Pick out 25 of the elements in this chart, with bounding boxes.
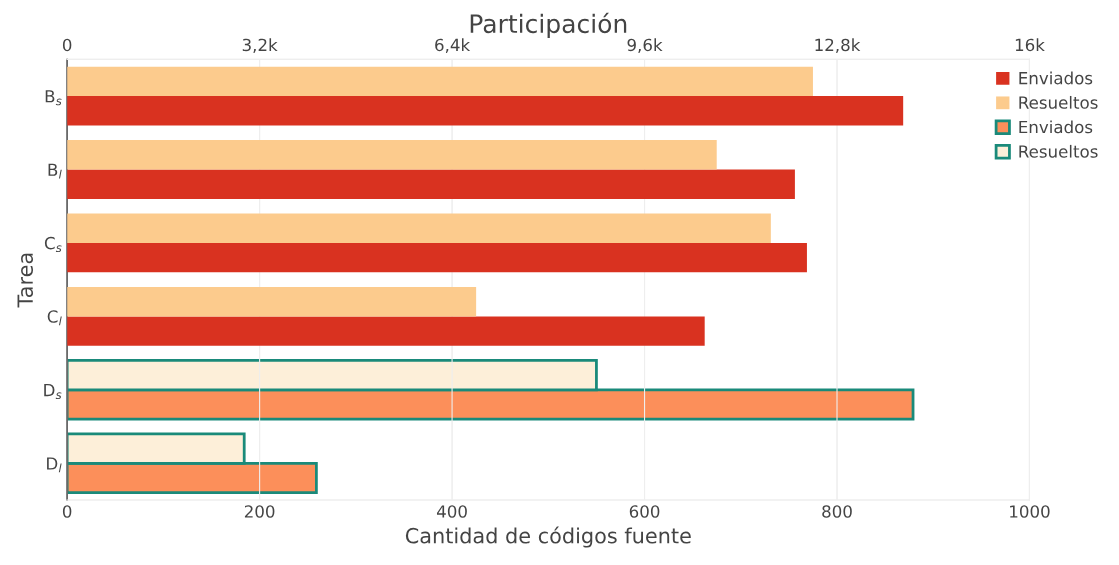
legend-label: Enviados xyxy=(1019,71,1093,85)
x2-axis-title: Participación xyxy=(470,12,627,38)
x-tick-label: 1000 xyxy=(1010,505,1050,518)
y-tick-label: B$_{s}$ xyxy=(45,90,62,106)
x-tick-label: 600 xyxy=(629,505,660,518)
y-tick-label: C$_{s}$ xyxy=(44,236,62,253)
y-tick-label: C$_{l}$ xyxy=(47,310,62,326)
x2-tick-label: 3,2k xyxy=(242,38,278,53)
x-tick-label: 800 xyxy=(822,505,852,518)
x2-tick-label: 16k xyxy=(1015,38,1045,52)
x-tick-label: 200 xyxy=(244,505,275,518)
x2-tick-label: 12,8k xyxy=(815,38,861,53)
x-tick-label: 0 xyxy=(62,505,72,518)
x-axis-title: Cantidad de códigos fuente xyxy=(405,526,691,548)
y-tick-label: D$_{l}$ xyxy=(47,457,62,473)
legend-label: Resueltos xyxy=(1019,95,1098,109)
x2-tick-label: 6,4k xyxy=(435,38,471,53)
y-tick-label: D$_{s}$ xyxy=(44,384,62,400)
legend-label: Resueltos xyxy=(1019,144,1098,158)
x2-tick-label: 9,6k xyxy=(627,38,663,53)
legend-label: Enviados xyxy=(1019,120,1093,134)
y-tick-label: B$_{l}$ xyxy=(48,163,62,179)
x2-tick-label: 0 xyxy=(62,38,72,52)
x-tick-label: 400 xyxy=(436,505,467,518)
y-axis-title: Tarea xyxy=(17,253,34,308)
